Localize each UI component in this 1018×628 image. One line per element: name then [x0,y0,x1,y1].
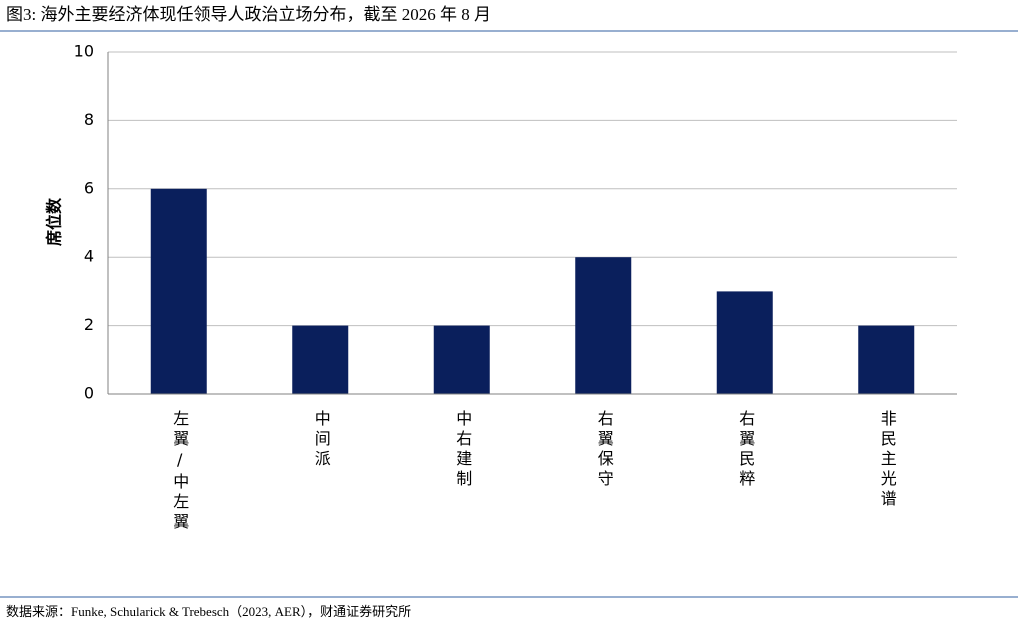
bar [433,325,490,394]
y-tick-label: 8 [84,110,94,129]
x-tick-label: 非民主光谱 [878,410,897,510]
y-tick-label: 10 [74,42,94,61]
y-tick-label: 0 [84,384,94,403]
bar [858,325,915,394]
bar [292,325,349,394]
bar [575,257,632,394]
x-tick-label: 右翼保守 [595,410,614,490]
x-tick-label: 中间派 [312,410,331,470]
y-tick-label: 2 [84,315,94,334]
y-tick-label: 4 [84,247,94,266]
x-tick-label: 右翼民粹 [736,410,755,490]
bar [150,188,207,394]
x-tick-label: 左翼/中左翼 [170,410,189,533]
y-tick-label: 6 [84,178,94,197]
source-note: 数据来源：Funke, Schularick & Trebesch（2023, … [6,604,411,619]
chart-title: 图3: 海外主要经济体现任领导人政治立场分布，截至 2026 年 8 月 [6,5,491,24]
y-axis-label: 席位数 [45,197,64,246]
bar [716,291,773,394]
x-tick-label: 中右建制 [453,410,472,490]
